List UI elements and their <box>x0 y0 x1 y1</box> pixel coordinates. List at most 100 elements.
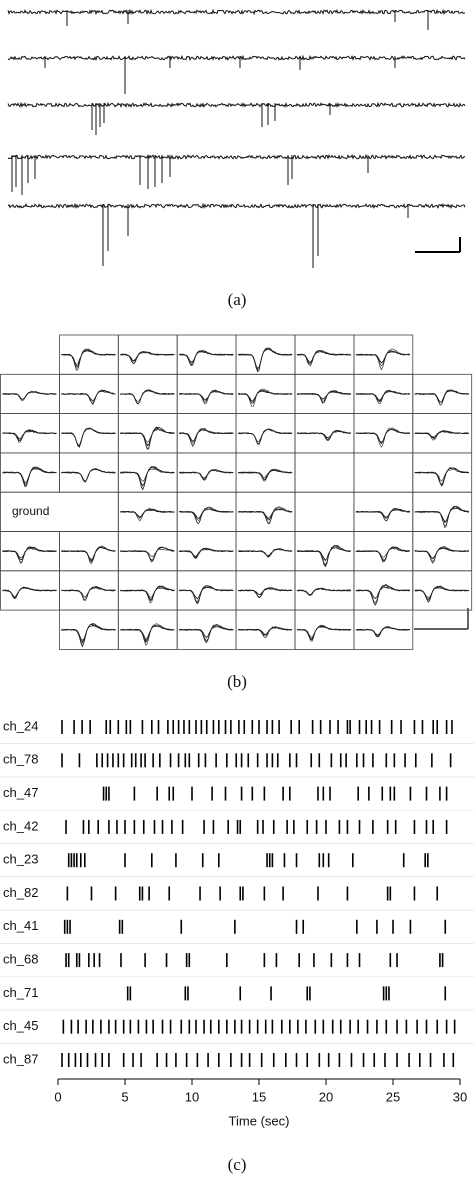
waveform <box>120 389 175 405</box>
waveform <box>238 588 293 595</box>
waveform <box>414 389 469 406</box>
waveform <box>414 547 469 559</box>
electrode-cell <box>353 609 414 650</box>
waveform <box>120 429 175 443</box>
waveform <box>238 391 293 402</box>
waveform <box>355 350 411 363</box>
waveform <box>179 508 234 519</box>
waveform <box>179 506 234 524</box>
waveform <box>120 427 175 447</box>
waveform <box>414 467 469 487</box>
waveform <box>296 545 352 566</box>
waveform <box>61 350 116 366</box>
waveform <box>179 428 234 445</box>
waveform <box>238 348 293 370</box>
waveform <box>296 431 352 438</box>
waveform <box>61 348 116 371</box>
waveform <box>238 390 293 402</box>
x-tick-label: 10 <box>185 1089 199 1104</box>
waveform <box>2 547 57 561</box>
waveform <box>179 391 234 401</box>
channel-label: ch_45 <box>3 1018 38 1033</box>
x-tick-label: 0 <box>54 1089 61 1104</box>
waveform <box>61 390 116 402</box>
waveform <box>237 428 293 445</box>
waveform <box>296 350 351 364</box>
panel-caption: (a) <box>228 290 247 309</box>
waveform <box>296 430 352 441</box>
waveform <box>179 624 234 644</box>
waveform <box>61 350 116 367</box>
waveform <box>414 505 469 529</box>
waveform <box>2 466 57 487</box>
waveform <box>238 627 293 635</box>
waveform <box>120 509 175 518</box>
waveform <box>355 428 410 445</box>
waveform <box>179 469 234 481</box>
trace <box>7 153 466 195</box>
waveform <box>296 350 352 367</box>
waveform <box>120 351 175 365</box>
waveform <box>237 348 293 372</box>
waveform <box>237 429 293 443</box>
waveform <box>179 586 234 600</box>
waveform <box>414 390 469 403</box>
channel-label: ch_23 <box>3 852 38 867</box>
waveform <box>120 389 175 405</box>
x-axis-label: Time (sec) <box>229 1113 290 1128</box>
waveform <box>2 391 57 400</box>
waveform <box>120 466 175 490</box>
waveform <box>179 625 234 642</box>
ground-label: ground <box>12 504 49 518</box>
x-tick-label: 30 <box>453 1089 467 1104</box>
waveform <box>120 547 175 563</box>
waveform <box>120 466 175 491</box>
trace <box>7 54 466 94</box>
waveform <box>238 347 293 373</box>
panel-caption: (c) <box>228 1155 247 1174</box>
waveform <box>414 430 469 440</box>
waveform <box>238 627 293 636</box>
panel-b: ground (b) <box>0 334 473 691</box>
waveform <box>414 389 469 406</box>
channel-label: ch_68 <box>3 952 38 967</box>
waveform <box>238 348 293 369</box>
waveform <box>355 389 410 405</box>
waveform <box>120 466 175 487</box>
waveform <box>414 586 469 601</box>
waveform <box>296 351 352 363</box>
waveform <box>355 546 410 563</box>
channel-label: ch_87 <box>3 1051 38 1066</box>
waveform <box>2 431 57 439</box>
waveform <box>296 626 352 640</box>
waveform <box>238 627 293 636</box>
waveform <box>120 352 175 361</box>
waveform <box>2 548 57 559</box>
x-tick-label: 15 <box>252 1089 266 1104</box>
waveform <box>179 624 234 644</box>
waveform <box>2 429 57 443</box>
waveform <box>61 468 116 482</box>
trace <box>7 101 466 135</box>
waveform <box>120 467 175 487</box>
waveform <box>61 625 116 641</box>
waveform <box>414 546 469 562</box>
waveform <box>179 469 234 480</box>
channel-label: ch_82 <box>3 885 38 900</box>
waveform <box>2 430 57 440</box>
waveform <box>237 469 293 481</box>
waveform <box>120 426 175 450</box>
waveform <box>238 469 293 480</box>
waveform <box>296 390 351 402</box>
channel-label: ch_24 <box>3 718 38 733</box>
waveform <box>296 625 352 640</box>
panel-c: Time (sec) (c) 0 5 10 15 20 25 30 ch_24 ch_78 ch_… <box>0 718 474 1174</box>
electrode-cell <box>412 570 473 611</box>
channel-label: ch_42 <box>3 818 38 833</box>
waveform <box>2 546 57 564</box>
waveform <box>414 390 469 403</box>
waveform <box>296 626 352 639</box>
waveform <box>296 350 352 364</box>
